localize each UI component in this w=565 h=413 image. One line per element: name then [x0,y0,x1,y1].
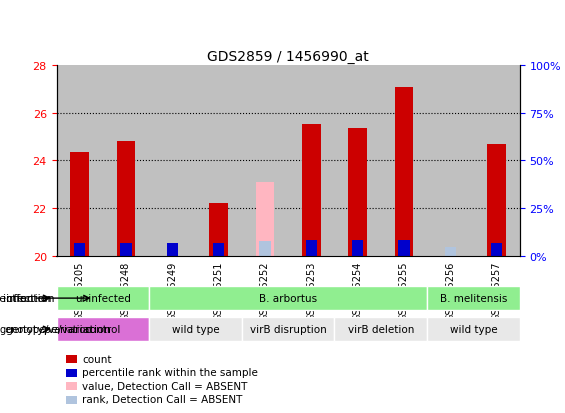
Bar [103,66,149,256]
Text: infection: infection [0,293,33,304]
Bar [398,241,410,256]
Text: virB disruption: virB disruption [250,324,327,335]
Bar [473,66,520,256]
Bar [491,243,502,256]
Text: B. arbortus: B. arbortus [259,293,317,304]
Text: value, Detection Call = ABSENT: value, Detection Call = ABSENT [82,381,247,391]
Bar [395,88,413,256]
Bar [56,66,103,256]
Bar [302,124,320,256]
Bar [149,66,195,256]
Title: GDS2859 / 1456990_at: GDS2859 / 1456990_at [207,50,369,64]
FancyBboxPatch shape [56,317,149,342]
Bar [66,369,77,377]
Bar [349,129,367,256]
Bar [74,243,85,256]
FancyBboxPatch shape [56,286,149,311]
Bar [256,183,274,256]
Bar [66,355,77,363]
Bar [66,382,77,390]
Bar [445,248,456,256]
Text: genotype/variation: genotype/variation [6,324,112,335]
Bar [381,66,427,256]
Bar [210,204,228,256]
FancyBboxPatch shape [149,286,427,311]
Text: B. melitensis: B. melitensis [440,293,507,304]
Bar [306,241,317,256]
FancyBboxPatch shape [427,286,520,311]
FancyBboxPatch shape [149,317,242,342]
Text: percentile rank within the sample: percentile rank within the sample [82,368,258,377]
Bar [71,153,89,256]
Bar [334,66,381,256]
Text: virB deletion: virB deletion [347,324,414,335]
Bar [488,145,506,256]
Text: infection: infection [3,293,51,304]
FancyBboxPatch shape [334,317,427,342]
Bar [120,243,132,256]
Text: rank, Detection Call = ABSENT: rank, Detection Call = ABSENT [82,394,242,404]
Bar [288,66,334,256]
Bar [117,142,135,256]
Text: genotype/variation: genotype/variation [0,324,93,335]
Bar [213,243,224,256]
Bar [195,66,242,256]
Text: wild type: wild type [450,324,497,335]
Text: uninfected: uninfected [75,293,131,304]
Bar [66,396,77,404]
Text: control: control [85,324,121,335]
Bar [352,241,363,256]
Text: infection: infection [6,293,54,304]
FancyBboxPatch shape [427,317,520,342]
Bar [427,66,473,256]
Bar [167,243,178,256]
Text: count: count [82,354,111,364]
FancyBboxPatch shape [242,317,334,342]
Bar [242,66,288,256]
Bar [259,242,271,256]
Text: wild type: wild type [172,324,219,335]
